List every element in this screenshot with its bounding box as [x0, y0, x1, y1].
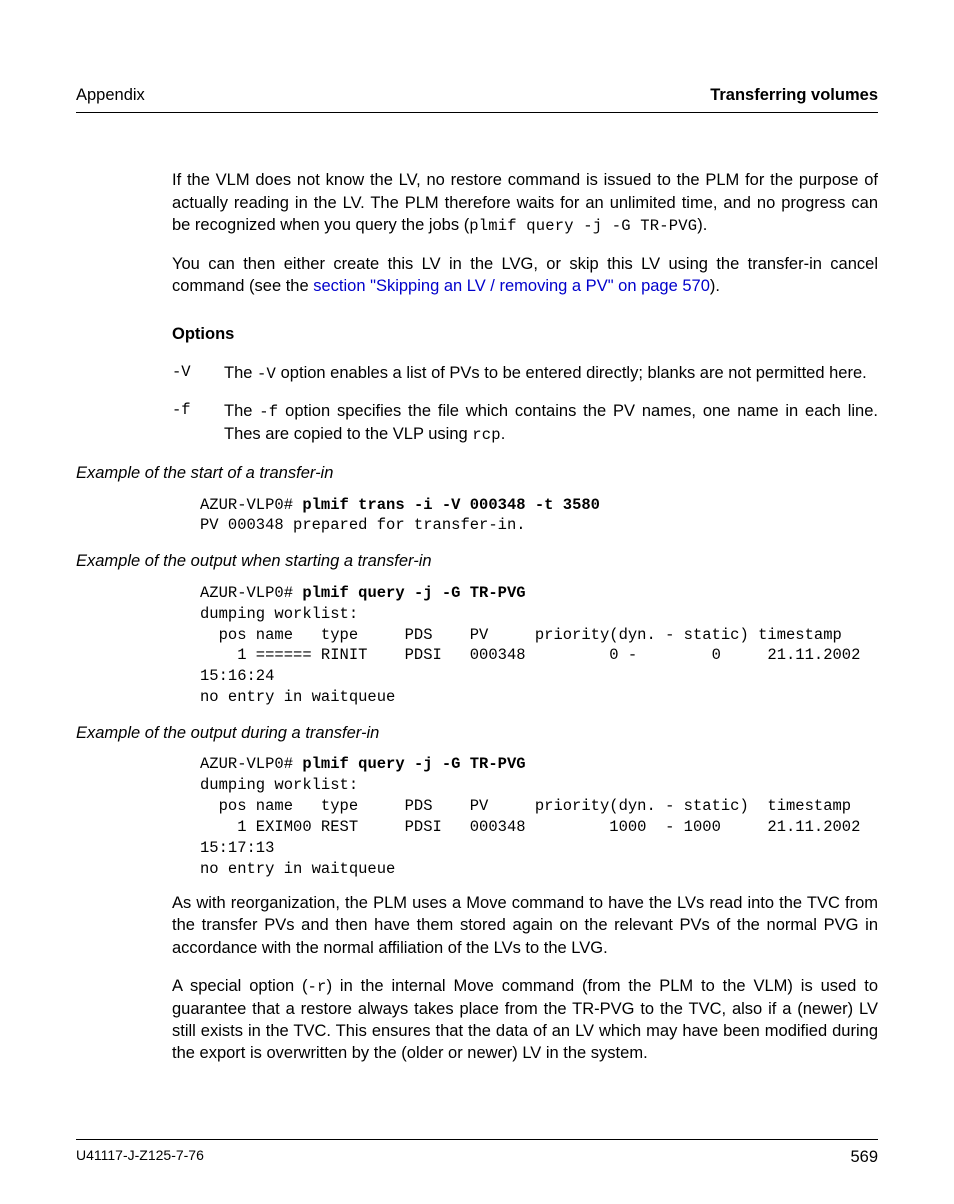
option-v-text-b: option enables a list of PVs to be enter… [276, 364, 867, 382]
example-1-caption: Example of the start of a transfer-in [76, 462, 878, 484]
paragraph-4: A special option (-r) in the internal Mo… [172, 975, 878, 1065]
code-command: plmif query -j -G TR-PVG [302, 584, 525, 602]
page-header: Appendix Transferring volumes [76, 84, 878, 113]
option-f-desc: The -f option specifies the file which c… [224, 400, 878, 446]
code-output: dumping worklist: pos name type PDS PV p… [200, 776, 860, 878]
option-f-text-b: option specifies the file which contains… [224, 402, 878, 443]
option-v-text-a: The [224, 364, 257, 382]
page-footer: U41117-J-Z125-7-76 569 [76, 1139, 878, 1168]
option-f-text-c: . [501, 425, 506, 443]
inline-code: -f [259, 403, 278, 421]
example-2-code: AZUR-VLP0# plmif query -j -G TR-PVG dump… [200, 583, 878, 709]
option-v-desc: The -V option enables a list of PVs to b… [224, 362, 878, 385]
code-output: dumping worklist: pos name type PDS PV p… [200, 605, 860, 707]
code-prefix: AZUR-VLP0# [200, 755, 302, 773]
cross-reference-link[interactable]: section "Skipping an LV / removing a PV"… [313, 277, 710, 295]
example-3-code: AZUR-VLP0# plmif query -j -G TR-PVG dump… [200, 754, 878, 880]
code-prefix: AZUR-VLP0# [200, 584, 302, 602]
header-left: Appendix [76, 84, 145, 106]
paragraph-1: If the VLM does not know the LV, no rest… [172, 169, 878, 236]
page-content: If the VLM does not know the LV, no rest… [172, 169, 878, 1064]
inline-code: -r [308, 978, 327, 996]
option-f-text-a: The [224, 402, 259, 420]
option-v-row: -V The -V option enables a list of PVs t… [172, 362, 878, 385]
page: Appendix Transferring volumes If the VLM… [0, 0, 954, 1204]
inline-code: rcp [472, 426, 501, 444]
p4-text-a: A special option ( [172, 977, 308, 995]
code-output: PV 000348 prepared for transfer-in. [200, 516, 526, 534]
option-v-key: -V [172, 362, 224, 385]
code-prefix: AZUR-VLP0# [200, 496, 302, 514]
header-right: Transferring volumes [710, 84, 878, 106]
paragraph-2: You can then either create this LV in th… [172, 253, 878, 298]
example-2-caption: Example of the output when starting a tr… [76, 550, 878, 572]
code-command: plmif query -j -G TR-PVG [302, 755, 525, 773]
options-heading: Options [172, 323, 878, 345]
option-f-key: -f [172, 400, 224, 446]
example-1-code: AZUR-VLP0# plmif trans -i -V 000348 -t 3… [200, 495, 878, 537]
footer-page-number: 569 [850, 1146, 878, 1168]
code-command: plmif trans -i -V 000348 -t 3580 [302, 496, 600, 514]
example-3-caption: Example of the output during a transfer-… [76, 722, 878, 744]
inline-code: -V [257, 365, 276, 383]
p2-text-b: ). [710, 277, 720, 295]
footer-left: U41117-J-Z125-7-76 [76, 1146, 204, 1168]
p1-text-b: ). [697, 216, 707, 234]
paragraph-3: As with reorganization, the PLM uses a M… [172, 892, 878, 959]
option-f-row: -f The -f option specifies the file whic… [172, 400, 878, 446]
inline-code: plmif query -j -G TR-PVG [469, 217, 697, 235]
